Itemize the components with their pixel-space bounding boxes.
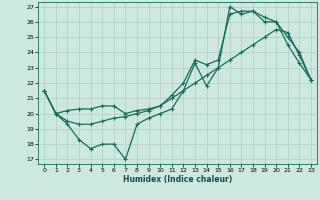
X-axis label: Humidex (Indice chaleur): Humidex (Indice chaleur) [123, 175, 232, 184]
